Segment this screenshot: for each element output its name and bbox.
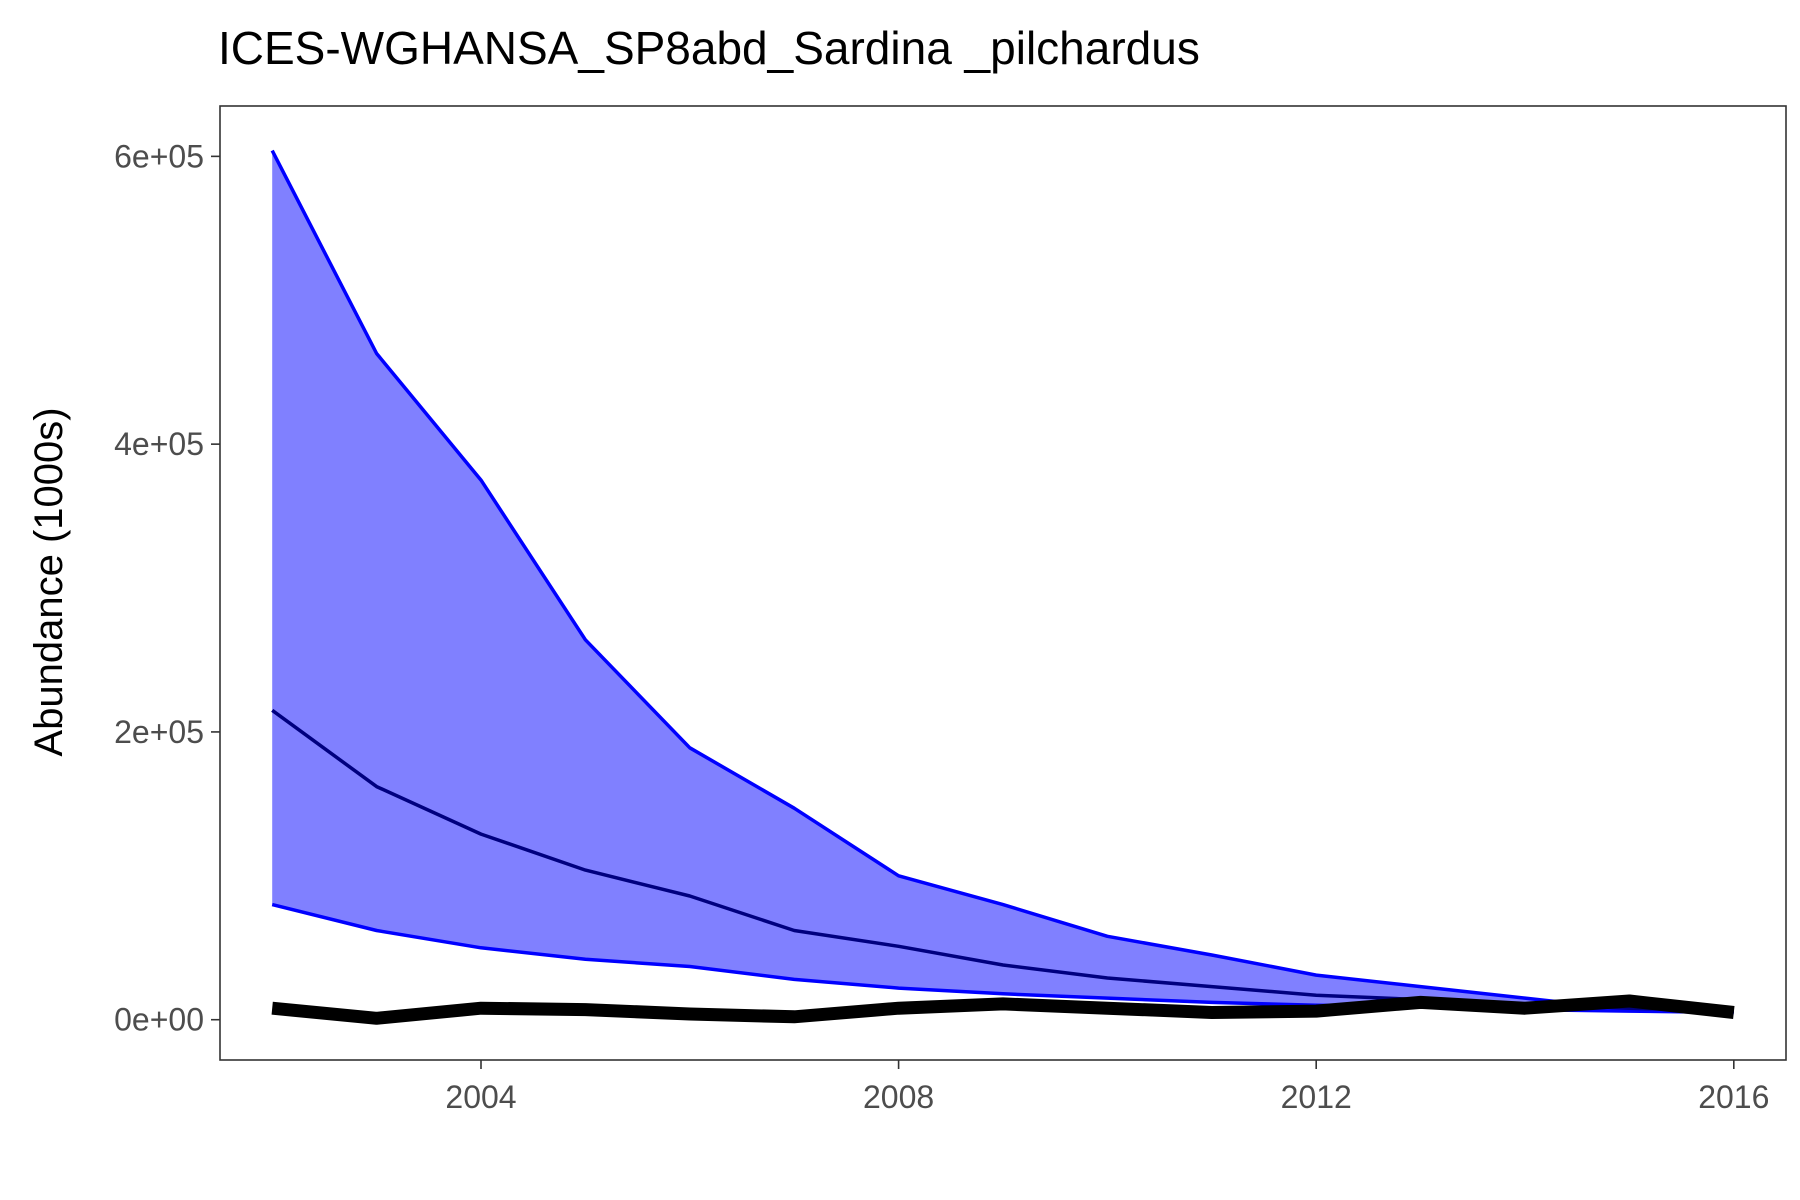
chart-title: ICES-WGHANSA_SP8abd_Sardina _pilchardus [218, 22, 1200, 74]
axes: 0e+00 2e+05 4e+05 6e+05 2004 2008 2012 2016 [114, 138, 1769, 1115]
upper-line [270, 149, 1734, 1013]
plot-area [270, 149, 1735, 1025]
y-tick-label: 2e+05 [114, 714, 204, 750]
y-tick-label: 6e+05 [114, 138, 204, 174]
confidence-band [272, 150, 1734, 1013]
x-tick-label: 2016 [1698, 1079, 1769, 1115]
y-tick-label: 0e+00 [114, 1002, 204, 1038]
x-tick-label: 2004 [445, 1079, 516, 1115]
y-axis-label: Abundance (1000s) [27, 407, 71, 756]
y-tick-label: 4e+05 [114, 426, 204, 462]
x-tick-label: 2012 [1281, 1079, 1352, 1115]
observed-line [271, 994, 1735, 1025]
panel-border [219, 105, 1787, 1061]
x-tick-label: 2008 [863, 1079, 934, 1115]
